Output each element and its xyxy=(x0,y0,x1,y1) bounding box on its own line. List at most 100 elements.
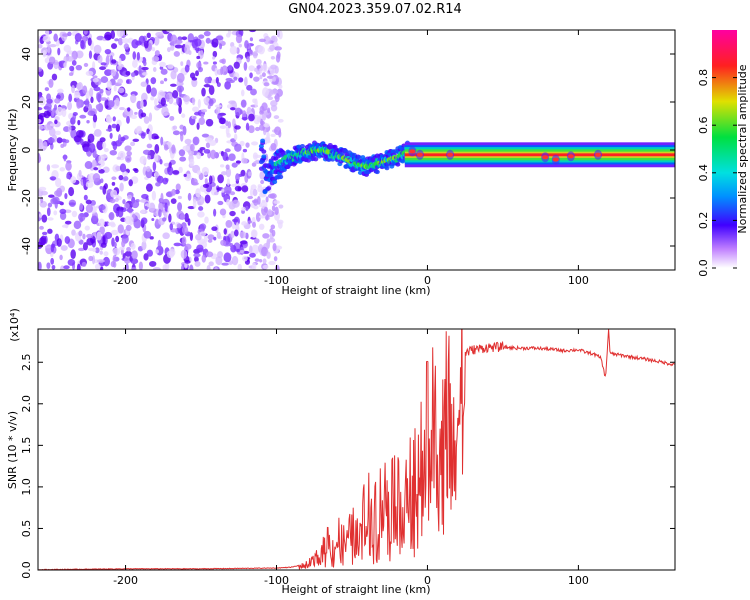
noise-speckle xyxy=(107,100,115,108)
noise-speckle xyxy=(122,171,129,177)
noise-speckle xyxy=(68,72,74,77)
noise-speckle xyxy=(226,132,231,138)
noise-speckle xyxy=(268,260,276,266)
noise-speckle xyxy=(79,202,84,211)
noise-speckle xyxy=(184,212,189,223)
noise-speckle xyxy=(59,208,67,214)
noise-speckle xyxy=(67,31,72,37)
noise-speckle xyxy=(197,201,202,206)
onset-region xyxy=(258,138,412,195)
noise-speckle xyxy=(231,255,239,266)
noise-speckle xyxy=(140,132,146,139)
noise-speckle xyxy=(38,125,44,130)
noise-speckle xyxy=(263,206,269,213)
noise-speckle xyxy=(258,38,267,43)
noise-speckle xyxy=(150,77,157,85)
noise-speckle xyxy=(102,141,107,149)
noise-speckle xyxy=(113,85,117,92)
noise-speckle xyxy=(224,148,231,153)
noise-speckle xyxy=(73,135,82,143)
noise-speckle xyxy=(251,230,257,238)
noise-speckle xyxy=(273,115,280,120)
noise-speckle xyxy=(141,66,149,71)
noise-speckle xyxy=(119,163,127,173)
noise-speckle xyxy=(270,64,277,70)
noise-speckle xyxy=(199,231,206,237)
figure-title: GN04.2023.359.07.02.R14 xyxy=(288,2,462,17)
noise-speckle xyxy=(261,72,266,78)
noise-speckle xyxy=(117,209,124,218)
noise-speckle xyxy=(219,125,227,129)
noise-speckle xyxy=(86,233,94,239)
noise-speckle xyxy=(237,186,242,192)
noise-speckle xyxy=(225,167,232,178)
noise-speckle xyxy=(85,180,94,189)
noise-speckle xyxy=(149,260,157,267)
noise-speckle xyxy=(171,144,176,154)
noise-speckle xyxy=(236,248,240,253)
noise-speckle xyxy=(155,182,161,187)
noise-speckle xyxy=(130,114,138,120)
noise-speckle xyxy=(109,198,116,204)
noise-speckle xyxy=(47,217,54,221)
noise-speckle xyxy=(111,43,118,49)
noise-speckle xyxy=(162,217,167,222)
noise-speckle xyxy=(112,141,118,151)
noise-speckle xyxy=(249,187,253,198)
snr-panel: -200 -100 0 100 0.0 0.5 1.0 1.5 2.0 2.5 Height of… xyxy=(6,308,676,596)
noise-speckle xyxy=(64,139,70,144)
noise-speckle xyxy=(168,95,174,105)
noise-speckle xyxy=(38,186,47,192)
noise-speckle xyxy=(228,64,233,71)
noise-speckle xyxy=(128,179,133,187)
noise-speckle xyxy=(187,192,192,201)
noise-speckle xyxy=(88,50,93,60)
noise-speckle xyxy=(226,198,231,206)
noise-speckle xyxy=(259,110,264,115)
noise-speckle xyxy=(87,37,92,46)
noise-speckle xyxy=(132,51,137,60)
noise-speckle xyxy=(184,260,191,264)
noise-speckle xyxy=(99,137,106,143)
noise-speckle xyxy=(99,88,104,94)
noise-speckle xyxy=(199,146,206,151)
noise-speckle xyxy=(171,188,177,196)
noise-speckle xyxy=(206,264,211,270)
colorbar-tick-label: 0.4 xyxy=(697,164,710,182)
noise-speckle xyxy=(46,164,51,172)
noise-speckle xyxy=(207,234,215,240)
noise-speckle xyxy=(195,70,199,77)
noise-speckle xyxy=(278,84,283,89)
noise-speckle xyxy=(233,133,238,141)
noise-speckle xyxy=(44,245,53,249)
noise-speckle xyxy=(229,45,238,55)
noise-speckle xyxy=(106,80,112,91)
noise-speckle xyxy=(252,98,257,104)
noise-speckle xyxy=(130,242,136,250)
noise-speckle xyxy=(115,123,121,132)
noise-speckle xyxy=(200,113,205,119)
colorbar: 0.0 0.2 0.4 0.6 0.8 Normalized spectral ampl… xyxy=(697,30,749,277)
noise-speckle xyxy=(227,121,232,129)
noise-speckle xyxy=(60,245,68,251)
noise-speckle xyxy=(255,58,262,66)
noise-speckle xyxy=(248,65,255,72)
noise-speckle xyxy=(73,220,82,230)
noise-speckle xyxy=(203,31,211,37)
noise-speckle xyxy=(217,174,224,184)
noise-speckle xyxy=(224,81,232,90)
noise-speckle xyxy=(53,33,58,42)
noise-speckle xyxy=(123,176,129,182)
noise-speckle xyxy=(247,220,253,224)
noise-speckle xyxy=(68,199,77,207)
noise-speckle xyxy=(85,199,92,205)
noise-speckle xyxy=(39,213,43,218)
noise-speckle xyxy=(48,194,55,198)
noise-speckle xyxy=(123,256,131,264)
noise-speckle xyxy=(38,153,41,163)
noise-speckle xyxy=(213,236,217,241)
y-tick-label: -20 xyxy=(20,189,33,207)
noise-speckle xyxy=(43,124,52,131)
noise-speckle xyxy=(198,117,206,126)
